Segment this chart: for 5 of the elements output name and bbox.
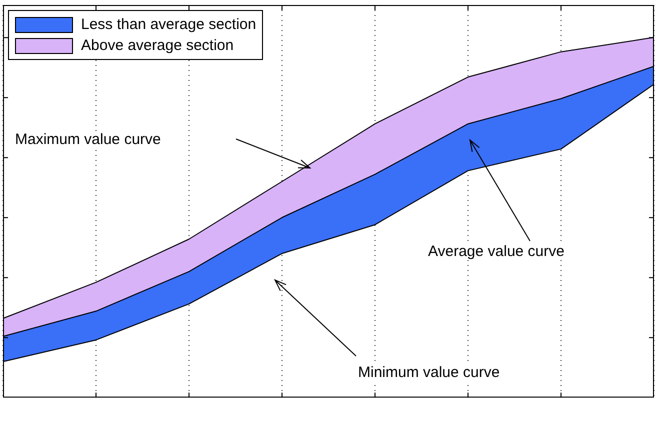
annotation: Maximum value curve bbox=[15, 131, 161, 148]
annotation: Average value curve bbox=[428, 243, 564, 260]
annotation: Minimum value curve bbox=[358, 364, 500, 381]
legend-label: Above average section bbox=[81, 37, 234, 54]
legend-label: Less than average section bbox=[81, 16, 256, 33]
